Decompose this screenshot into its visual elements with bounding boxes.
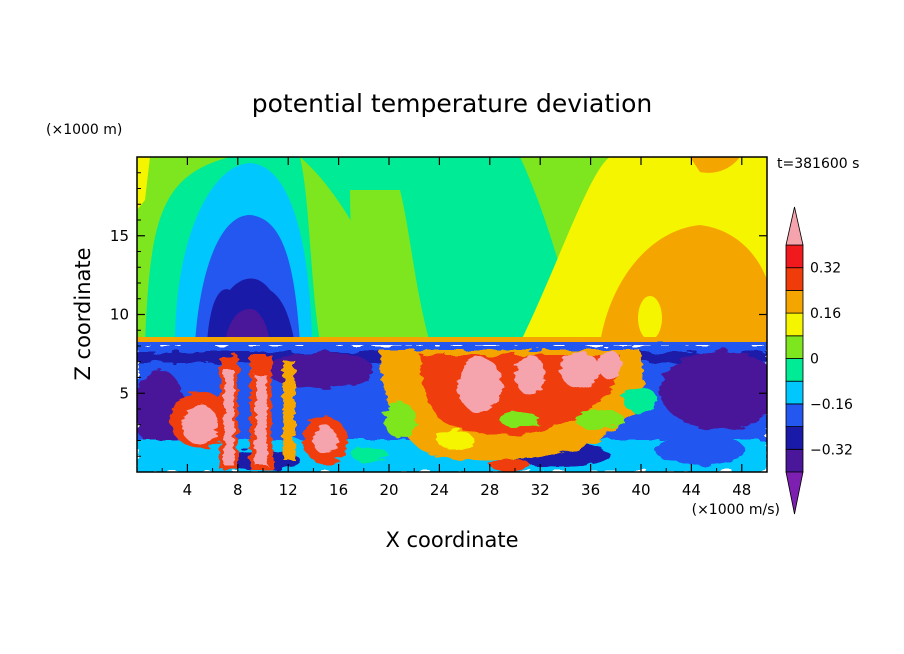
colorbar-band: [785, 244, 804, 269]
x-tick-label: 48: [732, 481, 751, 499]
x-tick-label: 20: [379, 481, 398, 499]
colorbar-band: [785, 358, 804, 382]
colorbar-band: [785, 289, 804, 314]
heatmap-field: [137, 157, 767, 472]
colorbar-band: [785, 380, 804, 405]
x-tick-label: 44: [682, 481, 701, 499]
colorbar-band: [785, 335, 804, 359]
y-tick-label: 10: [110, 306, 129, 324]
y-unit-label: (×1000 m): [46, 122, 122, 138]
colorbar-tick-label: −0.32: [810, 442, 853, 458]
x-tick-label: 4: [183, 481, 193, 499]
colorbar-tick-label: 0.16: [810, 306, 841, 322]
colorbar-over-triangle: [785, 206, 804, 246]
x-tick-label: 8: [233, 481, 243, 499]
x-tick-label: 28: [480, 481, 499, 499]
colorbar-band: [785, 448, 804, 473]
x-unit-label: (×1000 m/s): [692, 502, 780, 518]
x-tick-label: 40: [631, 481, 650, 499]
colorbar-tick-label: 0: [810, 352, 819, 368]
y-tick-label: 5: [119, 384, 129, 402]
colorbar-band: [785, 403, 804, 427]
colorbar-tick-label: 0.32: [810, 261, 841, 277]
colorbar-band: [785, 312, 804, 337]
colorbar-under-triangle: [785, 471, 804, 515]
y-axis: 5 10 15: [110, 172, 767, 457]
x-tick-label: 12: [279, 481, 298, 499]
x-axis-label: X coordinate: [385, 528, 518, 552]
chart-title: potential temperature deviation: [252, 89, 652, 118]
colorbar-tick-label: −0.16: [810, 397, 853, 413]
colorbar-band: [785, 267, 804, 291]
x-tick-label: 32: [531, 481, 550, 499]
y-axis-label: Z coordinate: [71, 247, 95, 380]
colorbar-band: [785, 426, 804, 450]
x-tick-label: 36: [581, 481, 600, 499]
x-tick-label: 24: [430, 481, 449, 499]
time-label: t=381600 s: [777, 156, 859, 172]
y-tick-label: 15: [110, 227, 129, 245]
colorbar: 0.32 0.16 0 −0.16 −0.32: [785, 206, 853, 515]
x-tick-label: 16: [329, 481, 348, 499]
x-axis: 4 8 12 16 20 24 28 32 36 40 44 48: [161, 157, 751, 499]
